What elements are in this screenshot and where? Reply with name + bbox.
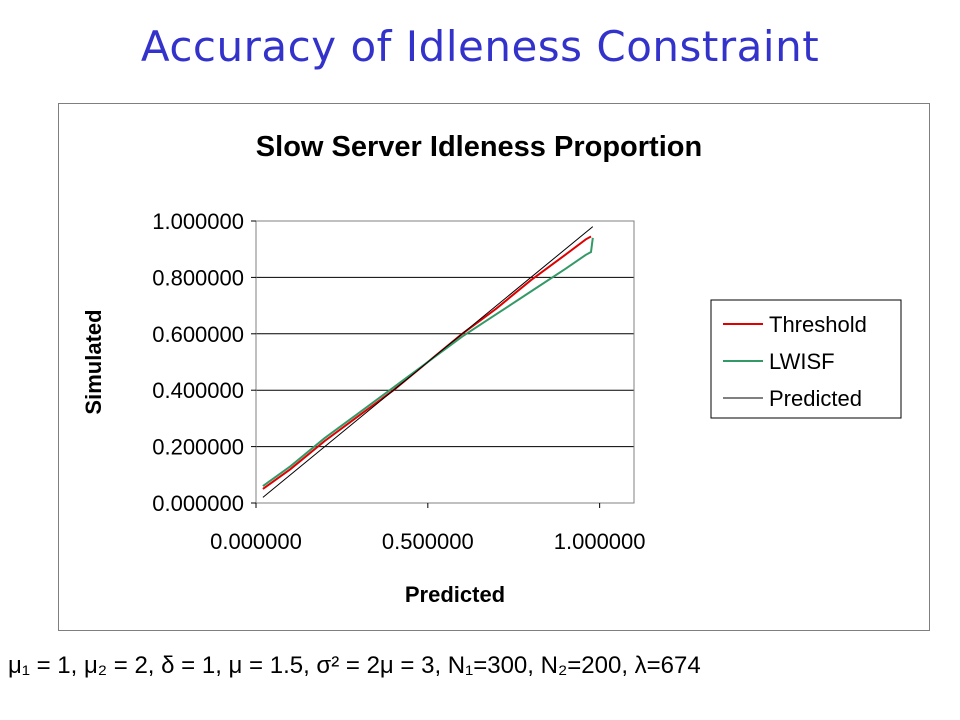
chart-legend: Threshold LWISF Predicted — [710, 299, 902, 419]
y-tick-label: 0.600000 — [152, 322, 244, 347]
series-line-lwisf — [262, 237, 594, 487]
y-tick-label: 1.000000 — [152, 209, 244, 234]
y-axis-label: Simulated — [81, 309, 106, 414]
x-tick-label: 1.000000 — [554, 529, 646, 554]
y-tick-label: 0.000000 — [152, 491, 244, 516]
series-lines — [262, 226, 594, 498]
x-axis-label: Predicted — [405, 582, 505, 607]
x-axis-ticks: 0.000000 0.500000 1.000000 — [210, 503, 646, 554]
chart-title: Slow Server Idleness Proportion — [256, 131, 702, 163]
y-axis-ticks: 0.000000 0.200000 0.400000 0.600000 0.800000… — [152, 209, 256, 516]
chart-gridlines — [256, 220, 634, 504]
x-tick-label: 0.500000 — [382, 529, 474, 554]
parameters-caption: μ₁ = 1, μ₂ = 2, δ = 1, μ = 1.5, σ² = 2μ … — [8, 652, 701, 679]
chart-frame: Slow Server Idleness Proportion 0.000000… — [58, 103, 930, 631]
plot-area — [255, 220, 635, 504]
x-tick-label: 0.000000 — [210, 529, 302, 554]
series-line-predicted — [262, 226, 594, 498]
y-tick-label: 0.200000 — [152, 435, 244, 460]
legend-label: LWISF — [769, 349, 835, 374]
y-tick-label: 0.800000 — [152, 265, 244, 290]
slide-title: Accuracy of Idleness Constraint — [140, 22, 820, 71]
y-tick-label: 0.400000 — [152, 378, 244, 403]
legend-label: Predicted — [769, 386, 862, 411]
chart-svg: Slow Server Idleness Proportion 0.000000… — [81, 131, 902, 607]
legend-label: Threshold — [769, 312, 867, 337]
